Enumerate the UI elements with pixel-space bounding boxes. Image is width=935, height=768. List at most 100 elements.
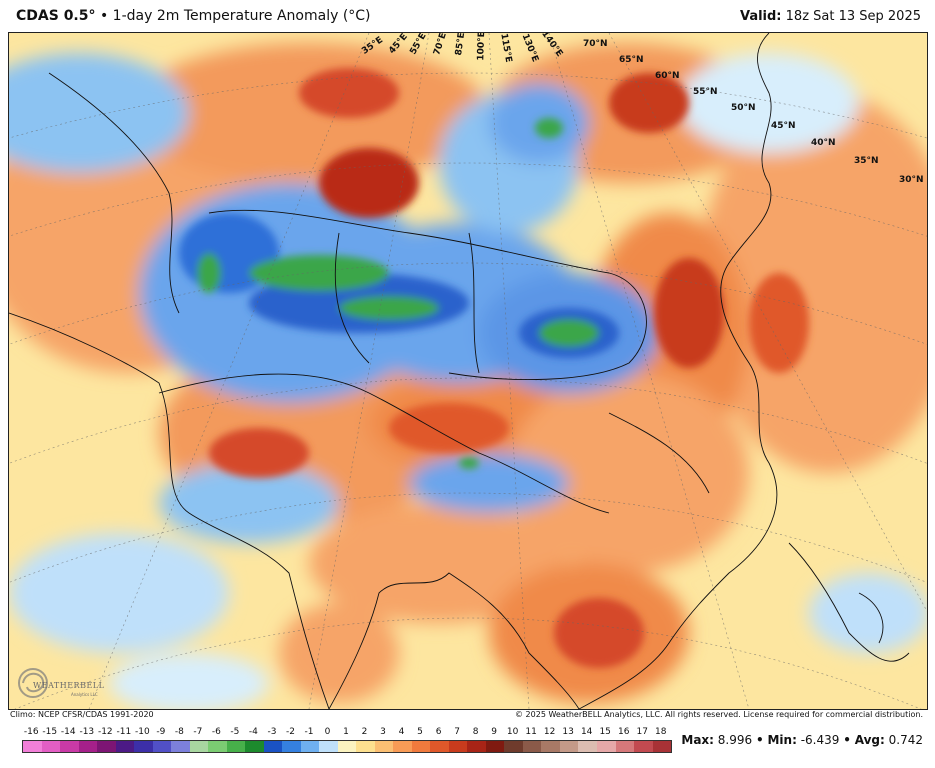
colorbar-label: 12 <box>543 727 556 737</box>
colorbar-swatch <box>467 741 486 752</box>
min-value: -6.439 <box>800 733 840 747</box>
colorbar-swatch <box>596 741 616 752</box>
colorbar-label: 15 <box>599 727 611 737</box>
colorbar-swatch <box>134 741 153 752</box>
anomaly-map: 70°N 65°N 60°N 55°N 50°N 45°N 40°N 35°N … <box>8 32 928 710</box>
colorbar-label: 1 <box>343 727 349 737</box>
colorbar-swatch <box>226 741 246 752</box>
climo-note: Climo: NCEP CFSR/CDAS 1991-2020 <box>10 710 154 719</box>
colorbar-label: -14 <box>60 727 76 737</box>
colorbar-label: -1 <box>304 727 314 737</box>
colorbar-label: 7 <box>454 727 460 737</box>
colorbar-swatch <box>522 741 542 752</box>
colorbar-label: -11 <box>116 727 132 737</box>
colorbar-label: 6 <box>435 727 442 737</box>
colorbar-swatch <box>541 741 560 752</box>
colorbar-swatch <box>115 741 135 752</box>
colorbar-label: -8 <box>174 727 184 737</box>
colorbar-swatch <box>578 741 597 752</box>
lat-label-55n: 55°N <box>693 87 718 97</box>
stats-sep-1: • <box>755 733 764 747</box>
colorbar-label: -10 <box>134 727 150 737</box>
map-title: CDAS 0.5° • 1-day 2m Temperature Anomaly… <box>16 8 371 24</box>
colorbar-swatch <box>171 741 190 752</box>
lon-label-100e: 100°E <box>476 32 488 61</box>
colorbar-label: 18 <box>655 727 667 737</box>
colorbar-label: 8 <box>472 727 479 737</box>
colorbar-swatch <box>208 741 227 752</box>
logo-swirl-icon <box>18 668 48 698</box>
lat-label-70n: 70°N <box>583 39 608 49</box>
valid-time: Valid: 18z Sat 13 Sep 2025 <box>740 9 921 24</box>
avg-value: 0.742 <box>888 733 923 747</box>
colorbar-swatch <box>337 741 357 752</box>
colorbar-swatch <box>152 741 172 752</box>
colorbar-swatch <box>78 741 98 752</box>
colorbar-swatch <box>559 741 579 752</box>
colorbar-swatch <box>319 741 338 752</box>
colorbar-label: 0 <box>324 727 331 737</box>
stats-summary: Max: 8.996 • Min: -6.439 • Avg: 0.742 <box>681 733 923 747</box>
title-separator: • <box>95 8 113 24</box>
colorbar-swatch <box>374 741 394 752</box>
colorbar-swatch <box>652 741 672 752</box>
colorbar-label: -6 <box>211 727 221 737</box>
colorbar-label: -15 <box>42 727 58 737</box>
colorbar-label: 11 <box>525 727 537 737</box>
colorbar-swatch <box>634 741 653 752</box>
min-label: Min: <box>767 733 797 747</box>
colorbar-swatch <box>411 741 431 752</box>
colorbar-swatch <box>430 741 449 752</box>
stats-sep-2: • <box>843 733 851 747</box>
colorbar-label: -12 <box>97 727 113 737</box>
colorbar-swatch <box>300 741 320 752</box>
lat-label-50n: 50°N <box>731 103 756 113</box>
header-bar: CDAS 0.5° • 1-day 2m Temperature Anomaly… <box>0 0 935 32</box>
colorbar-label: -4 <box>248 727 258 737</box>
colorbar-swatch <box>356 741 375 752</box>
colorbar-swatch <box>504 741 523 752</box>
colorbar-label: -9 <box>156 727 166 737</box>
colorbar-swatches <box>22 740 672 753</box>
colorbar-swatch <box>282 741 301 752</box>
colorbar-label: 16 <box>617 727 630 737</box>
colorbar-swatch <box>615 741 635 752</box>
colorbar-swatch <box>393 741 412 752</box>
colorbar-label: -7 <box>193 727 203 737</box>
colorbar-labels: -16 -15 -14 -13 -12 -11 -10 -9 -8 -7 -6 -5 -4 -3 -2 -1 0… <box>22 727 672 739</box>
max-value: 8.996 <box>717 733 753 747</box>
colorbar-swatch <box>448 741 468 752</box>
colorbar-swatch <box>263 741 283 752</box>
colorbar-swatch <box>41 741 61 752</box>
weatherbell-logo: WEATHERBELL Analytics LLC <box>15 661 113 705</box>
valid-label: Valid: <box>739 8 782 24</box>
copyright-note: © 2025 WeatherBELL Analytics, LLC. All r… <box>515 710 923 719</box>
colorbar-swatch <box>485 741 505 752</box>
avg-label: Avg: <box>854 733 885 747</box>
anomaly-field <box>9 33 927 709</box>
valid-time-value: 18z Sat 13 Sep 2025 <box>785 8 921 24</box>
colorbar-label: 10 <box>506 727 519 737</box>
colorbar-swatch <box>189 741 209 752</box>
colorbar-label: -16 <box>23 727 39 737</box>
colorbar-swatch <box>60 741 79 752</box>
model-name: CDAS 0.5° <box>16 8 96 24</box>
colorbar-label: -13 <box>79 727 95 737</box>
colorbar-swatch <box>245 741 264 752</box>
lat-label-60n: 60°N <box>655 71 680 81</box>
colorbar-label: 14 <box>580 727 593 737</box>
colorbar-label: 17 <box>636 727 648 737</box>
max-label: Max: <box>681 733 714 747</box>
colorbar-label: 5 <box>417 727 423 737</box>
colorbar-swatch <box>23 741 42 752</box>
lat-label-35n: 35°N <box>854 156 879 166</box>
colorbar-label: -3 <box>267 727 277 737</box>
logo-subtext: Analytics LLC <box>71 692 98 697</box>
colorbar-label: 2 <box>361 727 368 737</box>
colorbar-label: 9 <box>491 727 497 737</box>
colorbar-label: 4 <box>398 727 405 737</box>
colorbar-legend: -16 -15 -14 -13 -12 -11 -10 -9 -8 -7 -6 -5 -4 -3 -2 -1 0… <box>22 727 672 753</box>
logo-text: WEATHERBELL <box>33 681 105 690</box>
product-name: 1-day 2m Temperature Anomaly (°C) <box>112 8 371 24</box>
lat-label-45n: 45°N <box>771 121 796 131</box>
